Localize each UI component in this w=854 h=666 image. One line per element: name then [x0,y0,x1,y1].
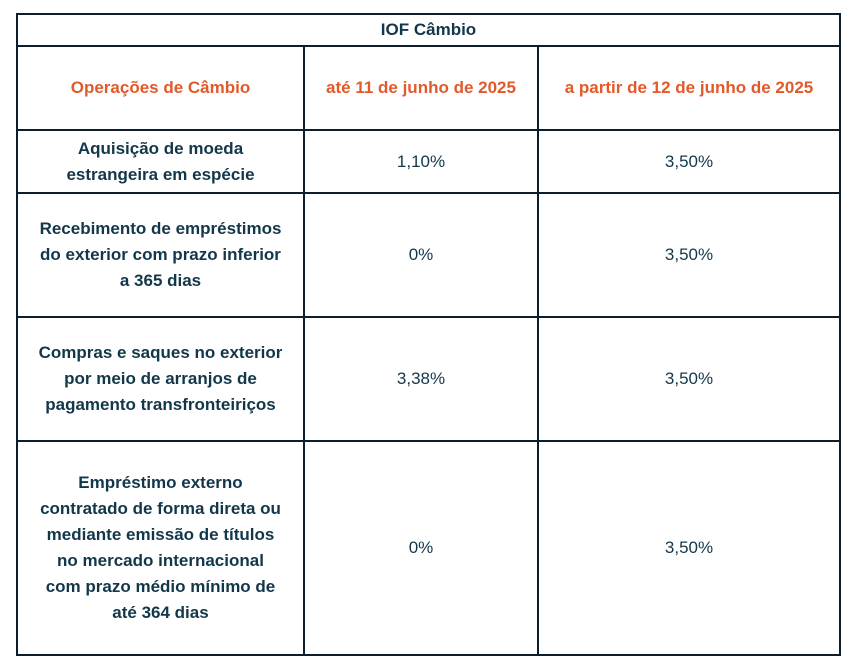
operation-cell: Aquisição de moeda estrangeira em espéci… [16,129,305,194]
operation-line: no mercado internacional [57,551,264,570]
operation-cell: Recebimento de empréstimos do exterior c… [16,192,305,318]
operation-line: estrangeira em espécie [66,164,255,184]
operation-line: por meio de arranjos de [64,369,257,388]
header-operations: Operações de Câmbio [16,45,305,131]
table-row: Compras e saques no exterior por meio de… [16,316,841,442]
operation-line: pagamento transfronteiriços [45,395,276,414]
operation-cell: Empréstimo externo contratado de forma d… [16,440,305,656]
operation-line: com prazo médio mínimo de [45,577,276,596]
table-title: IOF Câmbio [16,13,841,47]
rate-from-cell: 3,50% [537,316,841,442]
operation-line: a 365 dias [119,271,202,290]
rate-from-cell: 3,50% [537,192,841,318]
operation-line: Aquisição de moeda [77,138,244,158]
operation-line: contratado de forma direta ou [40,499,281,518]
rate-until-cell: 0% [303,440,539,656]
rate-until-cell: 0% [303,192,539,318]
header-row: Operações de Câmbio até 11 de junho de 2… [16,45,841,131]
operation-line: Empréstimo externo [78,473,243,492]
header-from-june-12: a partir de 12 de junho de 2025 [537,45,841,131]
table-row: Recebimento de empréstimos do exterior c… [16,192,841,318]
operation-line: até 364 dias [112,603,209,622]
operation-line: Compras e saques no exterior [38,343,283,362]
operation-line: Recebimento de empréstimos [39,219,282,238]
rate-until-cell: 3,38% [303,316,539,442]
header-until-june-11: até 11 de junho de 2025 [303,45,539,131]
operation-line: mediante emissão de títulos [46,525,275,544]
rate-from-cell: 3,50% [537,440,841,656]
table-row: Aquisição de moeda estrangeira em espéci… [16,129,841,194]
table-row: Empréstimo externo contratado de forma d… [16,440,841,656]
rate-until-cell: 1,10% [303,129,539,194]
operation-line: do exterior com prazo inferior [40,245,281,264]
operation-cell: Compras e saques no exterior por meio de… [16,316,305,442]
iof-cambio-table: IOF Câmbio Operações de Câmbio até 11 de… [16,13,841,656]
title-row: IOF Câmbio [16,13,841,47]
rate-from-cell: 3,50% [537,129,841,194]
